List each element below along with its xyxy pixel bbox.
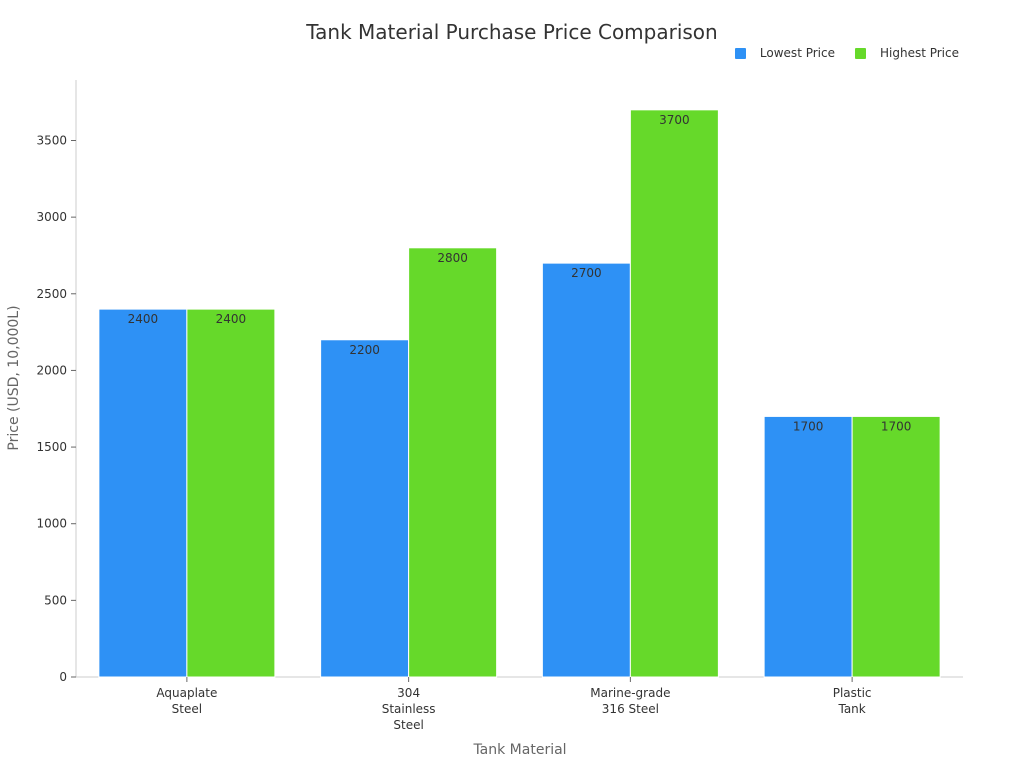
bar-highest[interactable] <box>408 247 498 678</box>
legend: Lowest Price Highest Price <box>715 46 959 60</box>
x-tick-label: Aquaplate <box>156 686 217 700</box>
y-tick-label: 3500 <box>36 134 67 148</box>
bar-value-label: 2800 <box>437 251 468 265</box>
x-tick-label: Tank <box>837 702 865 716</box>
legend-item-lowest[interactable]: Lowest Price <box>734 46 835 60</box>
y-axis-label: Price (USD, 10,000L) <box>6 305 22 451</box>
x-tick-label: Stainless <box>382 702 436 716</box>
y-tick-label: 1500 <box>36 440 67 454</box>
bar-highest[interactable] <box>629 109 719 678</box>
bar-value-label: 2200 <box>349 343 380 357</box>
bar-value-label: 2400 <box>128 312 159 326</box>
y-tick-label: 2000 <box>36 363 67 377</box>
bar-lowest[interactable] <box>763 415 853 678</box>
y-tick-label: 1000 <box>36 517 67 531</box>
bar-highest[interactable] <box>186 308 276 678</box>
bar-value-label: 2700 <box>571 266 602 280</box>
bar-lowest[interactable] <box>541 262 631 678</box>
bar-value-label: 1700 <box>793 419 824 433</box>
bar-lowest[interactable] <box>98 308 188 678</box>
legend-item-highest[interactable]: Highest Price <box>854 46 959 60</box>
x-tick-label: 304 <box>397 686 420 700</box>
legend-swatch-lowest <box>734 47 746 59</box>
x-tick-label: Steel <box>172 702 202 716</box>
x-axis-label: Tank Material <box>473 742 567 758</box>
x-tick-label: Marine-grade <box>590 686 670 700</box>
y-tick-label: 3000 <box>36 210 67 224</box>
x-tick-label: Steel <box>393 718 423 732</box>
legend-label-lowest: Lowest Price <box>759 46 835 60</box>
chart-title: Tank Material Purchase Price Comparison <box>306 20 718 44</box>
y-tick-label: 500 <box>44 593 67 607</box>
y-tick-label: 0 <box>59 670 67 684</box>
bar-value-label: 2400 <box>216 312 247 326</box>
bar-highest[interactable] <box>851 415 941 678</box>
legend-label-highest: Highest Price <box>879 46 959 60</box>
bar-value-label: 1700 <box>881 419 912 433</box>
y-tick-label: 2500 <box>36 287 67 301</box>
bar-lowest[interactable] <box>320 339 410 678</box>
x-tick-label: 316 Steel <box>602 702 659 716</box>
bar-value-label: 3700 <box>659 113 690 127</box>
x-tick-label: Plastic <box>833 686 872 700</box>
legend-swatch-highest <box>854 47 866 59</box>
